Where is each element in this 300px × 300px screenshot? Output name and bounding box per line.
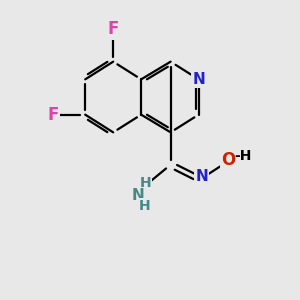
Text: H: H bbox=[140, 176, 152, 190]
Text: N: N bbox=[132, 188, 145, 203]
Text: N: N bbox=[193, 72, 206, 87]
Text: H: H bbox=[138, 199, 150, 213]
Text: N: N bbox=[195, 169, 208, 184]
Text: F: F bbox=[47, 106, 58, 124]
Text: -H: -H bbox=[235, 149, 252, 163]
Text: O: O bbox=[221, 151, 236, 169]
Text: F: F bbox=[107, 20, 119, 38]
